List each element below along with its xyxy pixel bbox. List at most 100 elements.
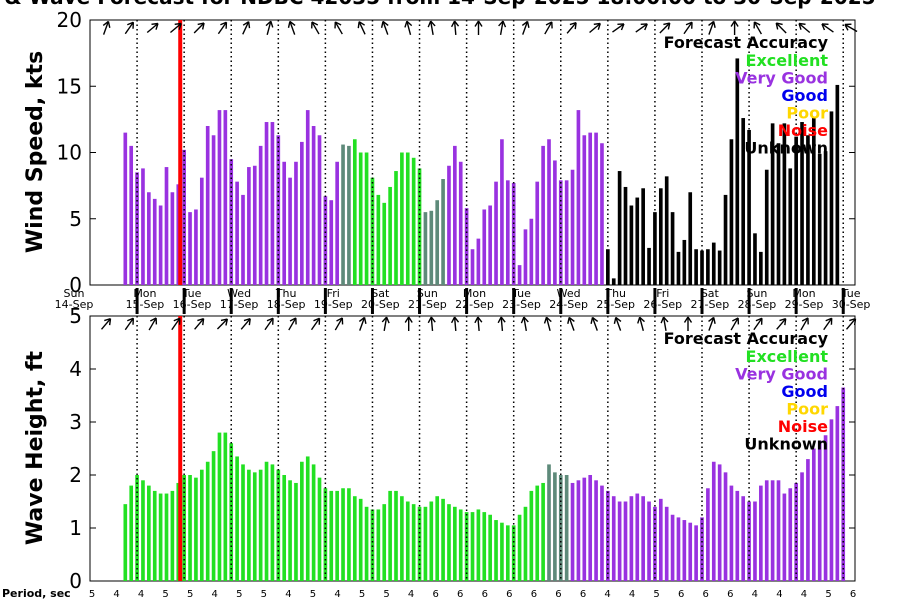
wind-bar-18: [229, 159, 234, 286]
wind-bar-68: [523, 229, 528, 285]
wind-bar-43: [376, 194, 381, 285]
day-weekday-15: Mon: [792, 287, 815, 300]
wind-bar-81: [600, 143, 604, 285]
period-value-4: 5: [187, 589, 193, 600]
wave-bar-107: [753, 501, 757, 581]
direction-arrow-23: [637, 316, 645, 331]
wind-bar-94: [676, 251, 681, 286]
wind-bar-14: [205, 126, 210, 285]
wave-bar-115: [800, 472, 804, 581]
wind-bar-13: [199, 177, 204, 285]
wind-bar-49: [411, 157, 416, 285]
day-weekday-5: Fri: [327, 287, 340, 300]
wave-bar-6: [158, 493, 163, 581]
wind-bar-22: [252, 165, 257, 285]
wind-bar-2: [135, 172, 139, 286]
wave-bar-78: [582, 477, 587, 581]
wind-bars: [123, 58, 840, 286]
wave-bar-116: [806, 459, 810, 581]
wave-bar-76: [570, 482, 575, 581]
wind-bar-16: [217, 110, 222, 285]
legend-item-poor: Poor: [786, 104, 828, 123]
day-date-3: 17-Sep: [220, 298, 259, 311]
wind-bar-54: [441, 179, 445, 285]
period-value-13: 4: [408, 589, 414, 600]
wave-bar-11: [188, 475, 192, 581]
wave-bar-7: [164, 493, 169, 581]
period-value-3: 5: [162, 589, 168, 600]
wave-bar-75: [564, 475, 569, 581]
direction-arrow-17: [498, 20, 507, 36]
wind-bar-35: [329, 200, 334, 285]
day-date-12: 26-Sep: [643, 298, 682, 311]
wind-bar-117: [811, 118, 816, 285]
wave-bar-48: [405, 501, 410, 581]
wave-bar-66: [511, 525, 516, 581]
wave-bar-32: [311, 464, 316, 581]
legend-item-good: Good: [781, 382, 828, 401]
wind-bar-65: [505, 180, 510, 285]
wind-bar-60: [476, 238, 481, 286]
legend-item-good: Good: [781, 86, 828, 105]
day-date-8: 22-Sep: [455, 298, 494, 311]
direction-arrow-20: [567, 316, 575, 331]
wind-bar-19: [235, 181, 239, 285]
direction-arrow-27: [730, 20, 739, 35]
wave-bar-20: [241, 464, 245, 581]
wind-bar-72: [547, 139, 551, 285]
wind-bar-15: [211, 135, 216, 285]
wave-height-panel: 0 1 2 3 4 5 Wave Height, ft: [23, 304, 857, 593]
wave-bar-95: [682, 520, 687, 581]
wind-bar-52: [429, 210, 434, 285]
wave-bar-44: [382, 504, 387, 581]
wave-bar-55: [447, 504, 451, 581]
legend-item-unknown: Unknown: [744, 435, 828, 454]
wind-bar-8: [170, 192, 175, 285]
wind-bar-76: [570, 169, 575, 285]
direction-arrow-5: [216, 318, 229, 330]
wave-bar-96: [688, 522, 693, 581]
day-separator-15: [794, 288, 798, 314]
wave-bar-22: [252, 472, 257, 581]
wind-bar-10: [182, 149, 186, 285]
wind-bar-91: [658, 188, 663, 285]
wave-bar-81: [600, 485, 604, 581]
period-label: Period, sec: [2, 587, 71, 600]
wind-bar-96: [688, 192, 693, 285]
period-value-24: 6: [678, 589, 684, 600]
wind-bar-63: [494, 181, 498, 285]
direction-arrow-10: [334, 317, 344, 331]
wave-bar-60: [476, 509, 481, 581]
wind-bar-71: [541, 145, 545, 286]
wave-bar-39: [352, 496, 357, 581]
direction-arrow-21: [590, 316, 599, 331]
wave-bar-18: [229, 443, 234, 581]
day-date-10: 24-Sep: [549, 298, 588, 311]
wind-bar-24: [264, 122, 269, 285]
wind-bar-38: [347, 145, 351, 286]
period-value-5: 4: [212, 589, 218, 600]
direction-arrow-11: [358, 316, 367, 331]
wind-bar-66: [511, 182, 516, 285]
wind-bar-5: [152, 198, 157, 286]
period-value-20: 6: [580, 589, 586, 600]
direction-arrow-24: [659, 22, 671, 34]
direction-arrow-2: [148, 317, 158, 331]
wave-bar-37: [341, 488, 345, 581]
day-weekday-14: Sun: [746, 287, 767, 300]
direction-arrow-24: [660, 316, 669, 332]
wind-bar-86: [629, 205, 634, 285]
y-tick-label: 3: [69, 410, 82, 434]
wave-bar-36: [335, 490, 339, 581]
wave-bar-80: [594, 480, 598, 581]
wind-bar-44: [382, 202, 387, 285]
direction-arrow-4: [193, 22, 205, 34]
wave-bar-77: [576, 480, 581, 581]
direction-arrow-27: [730, 317, 740, 331]
wave-bar-52: [429, 501, 434, 581]
wind-bar-111: [776, 143, 781, 285]
wave-bar-47: [400, 496, 404, 581]
